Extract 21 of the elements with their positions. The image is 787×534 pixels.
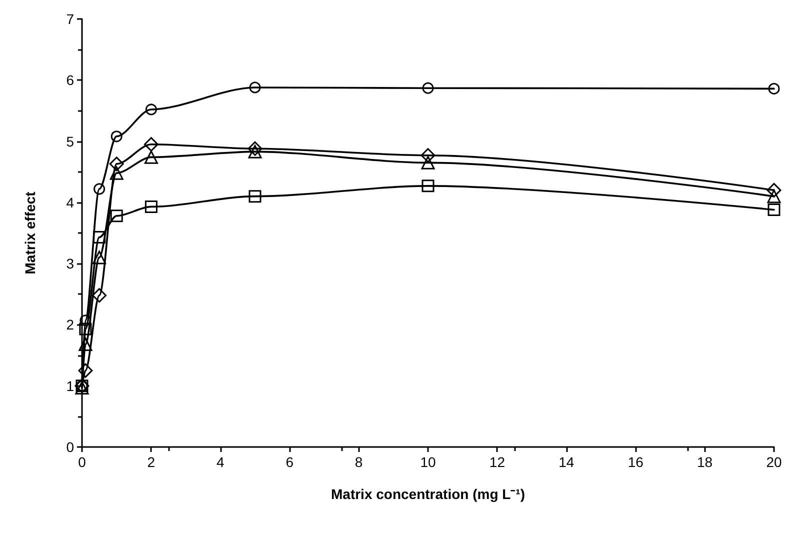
y-tick-label: 0 [66,439,74,455]
x-tick-label: 14 [558,454,574,470]
y-axis-title: Matrix effect [22,191,38,274]
x-axis-title: Matrix concentration (mg L⁻¹) [330,486,526,502]
x-tick-label: 16 [628,454,644,470]
x-tick-label: 18 [697,454,713,470]
x-tick-label: 20 [766,454,782,470]
x-tick-label: 0 [78,454,86,470]
y-tick-label: 7 [66,11,74,27]
x-tick-label: 2 [147,454,156,470]
y-tick-label: 2 [66,316,74,333]
y-tick-label: 4 [66,194,74,210]
y-tick-label: 5 [66,133,74,150]
x-tick-label: 12 [489,454,506,470]
x-tick-label: 6 [286,454,294,470]
x-tick-label: 4 [216,454,224,470]
x-tick-label: 10 [420,454,436,470]
x-tick-label: 8 [354,454,363,470]
y-tick-label: 6 [66,72,74,88]
y-tick-label: 3 [66,256,74,272]
y-tick-label: 1 [66,378,74,394]
